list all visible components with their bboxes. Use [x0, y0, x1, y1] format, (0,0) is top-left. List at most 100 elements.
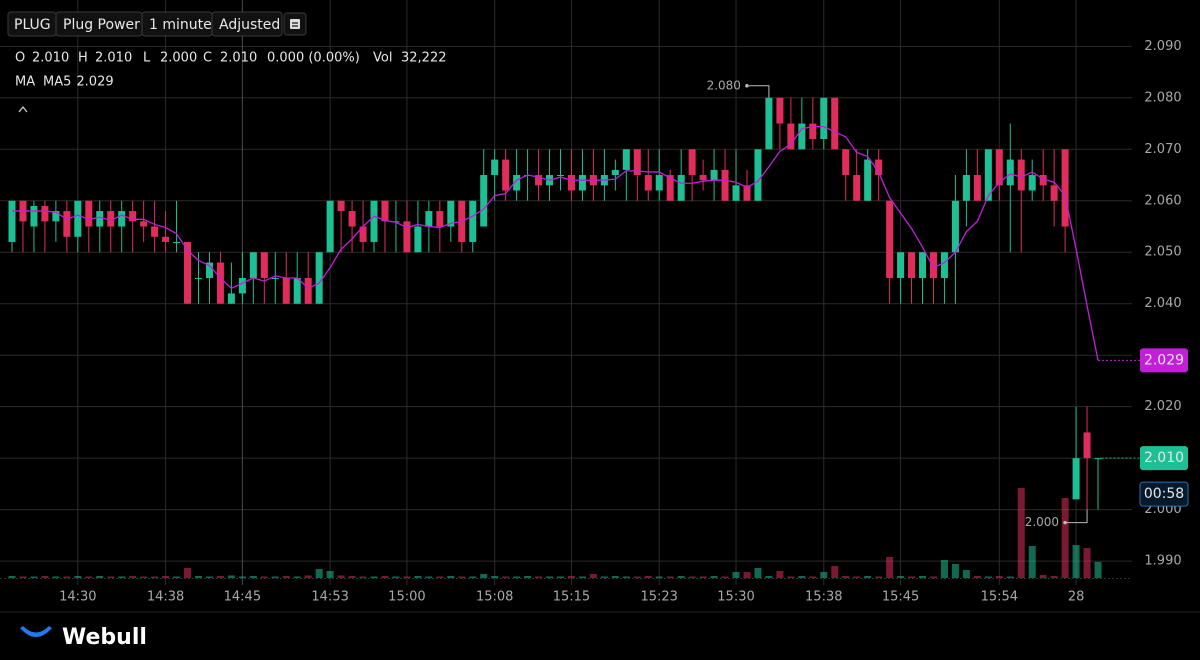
quote-row: O 2.010 H 2.010 L 2.000 C 2.010	[15, 51, 257, 66]
volume-bar	[85, 576, 93, 578]
candle-body	[271, 277, 279, 279]
candle-body	[414, 226, 422, 253]
quote-value: 2.000	[160, 51, 197, 66]
volume-bar	[205, 576, 213, 578]
candle-body	[282, 277, 290, 304]
candle-body	[85, 200, 93, 227]
candle-body	[151, 226, 159, 237]
company-name[interactable]: Plug Power	[63, 17, 140, 33]
candle-body	[809, 123, 817, 139]
candle-body	[919, 252, 927, 278]
candle-body	[578, 175, 586, 191]
candle-body	[502, 159, 510, 191]
candle-body	[1072, 458, 1080, 500]
ma-line	[12, 125, 1099, 361]
volume-bar	[1039, 575, 1047, 578]
candle-body	[370, 200, 378, 242]
candle-body	[480, 175, 488, 227]
volume-bar	[315, 569, 323, 578]
quote-value: 2.010	[95, 51, 132, 66]
volume-bar	[348, 576, 356, 578]
x-tick-label: 14:53	[311, 590, 348, 605]
y-tick-label: 1.990	[1144, 554, 1181, 569]
candle-body	[710, 169, 718, 181]
volume-bar	[973, 576, 981, 578]
candle-body	[184, 241, 192, 304]
candle-body	[205, 262, 213, 278]
high-marker	[748, 85, 770, 98]
candle-body	[260, 252, 268, 278]
candle-body	[633, 149, 641, 176]
candle-body	[359, 226, 367, 242]
volume-bar	[622, 576, 630, 578]
volume-bar	[875, 576, 883, 578]
candle-body	[238, 277, 246, 294]
x-tick-label: 15:38	[805, 590, 842, 605]
quote-key: L	[143, 51, 151, 66]
candle-body	[688, 149, 696, 176]
candle-body	[74, 200, 82, 237]
volume-bar	[524, 576, 532, 578]
ma-name: MA5	[43, 75, 71, 90]
volume-bar	[535, 576, 543, 578]
volume-bar	[886, 557, 894, 578]
candle-body	[567, 175, 575, 191]
volume-bar	[743, 572, 751, 578]
volume-bar	[184, 568, 192, 578]
volume-bar	[8, 576, 16, 578]
volume-bar	[589, 574, 597, 578]
volume-bar	[1006, 576, 1014, 578]
volume-bar	[52, 576, 60, 578]
volume-bar	[962, 570, 970, 578]
candle-body	[864, 159, 872, 201]
candle-body	[798, 123, 806, 150]
volume-bar	[359, 576, 367, 578]
volume-bar	[820, 572, 828, 578]
volume-bar	[1050, 576, 1058, 578]
candle-body	[1094, 458, 1102, 460]
adjustment[interactable]: Adjusted	[219, 17, 280, 33]
volume-bar	[600, 576, 608, 578]
candle-body	[1006, 159, 1014, 186]
candle-body	[118, 211, 126, 227]
volume-bar	[238, 576, 246, 578]
candle-body	[173, 241, 181, 243]
candle-body	[886, 200, 894, 278]
brand: Webull	[62, 625, 147, 650]
ma-price-label: 2.029	[1144, 352, 1184, 368]
candle-body	[754, 149, 762, 201]
volume-bar	[929, 576, 937, 578]
x-tick-label: 14:38	[147, 590, 184, 605]
volume-bar	[633, 576, 641, 578]
volume-bar	[227, 575, 235, 578]
x-tick-label: 15:30	[717, 590, 754, 605]
candle-body	[293, 277, 301, 304]
volume-bar	[677, 576, 685, 578]
candle-body	[622, 149, 630, 170]
volume-bar	[897, 576, 905, 578]
candle-body	[41, 205, 49, 222]
candle-body	[699, 175, 707, 181]
volume-bar	[447, 576, 455, 578]
volume-bar	[853, 576, 861, 578]
ma-last-value: 2.029	[76, 75, 113, 90]
interval[interactable]: 1 minute	[149, 17, 212, 33]
volume-bar	[995, 576, 1003, 578]
brand-logo	[20, 626, 52, 637]
candle-body	[162, 236, 170, 242]
collapse-toggle[interactable]	[18, 105, 28, 113]
volume-bar	[392, 576, 400, 578]
y-tick-label: 2.060	[1144, 193, 1181, 208]
indicator: MA	[15, 75, 35, 90]
symbol[interactable]: PLUG	[14, 17, 51, 33]
menu-icon[interactable]	[290, 19, 300, 29]
volume-bar	[480, 574, 488, 578]
x-tick-label: 15:00	[388, 590, 425, 605]
candle-body	[8, 200, 16, 242]
candle-body	[908, 252, 916, 278]
price-label: 2.010	[1144, 450, 1184, 466]
adjustment-box[interactable]	[211, 11, 283, 37]
candle-body	[140, 221, 148, 227]
candle-body	[403, 221, 411, 253]
volume-bar	[557, 576, 564, 578]
